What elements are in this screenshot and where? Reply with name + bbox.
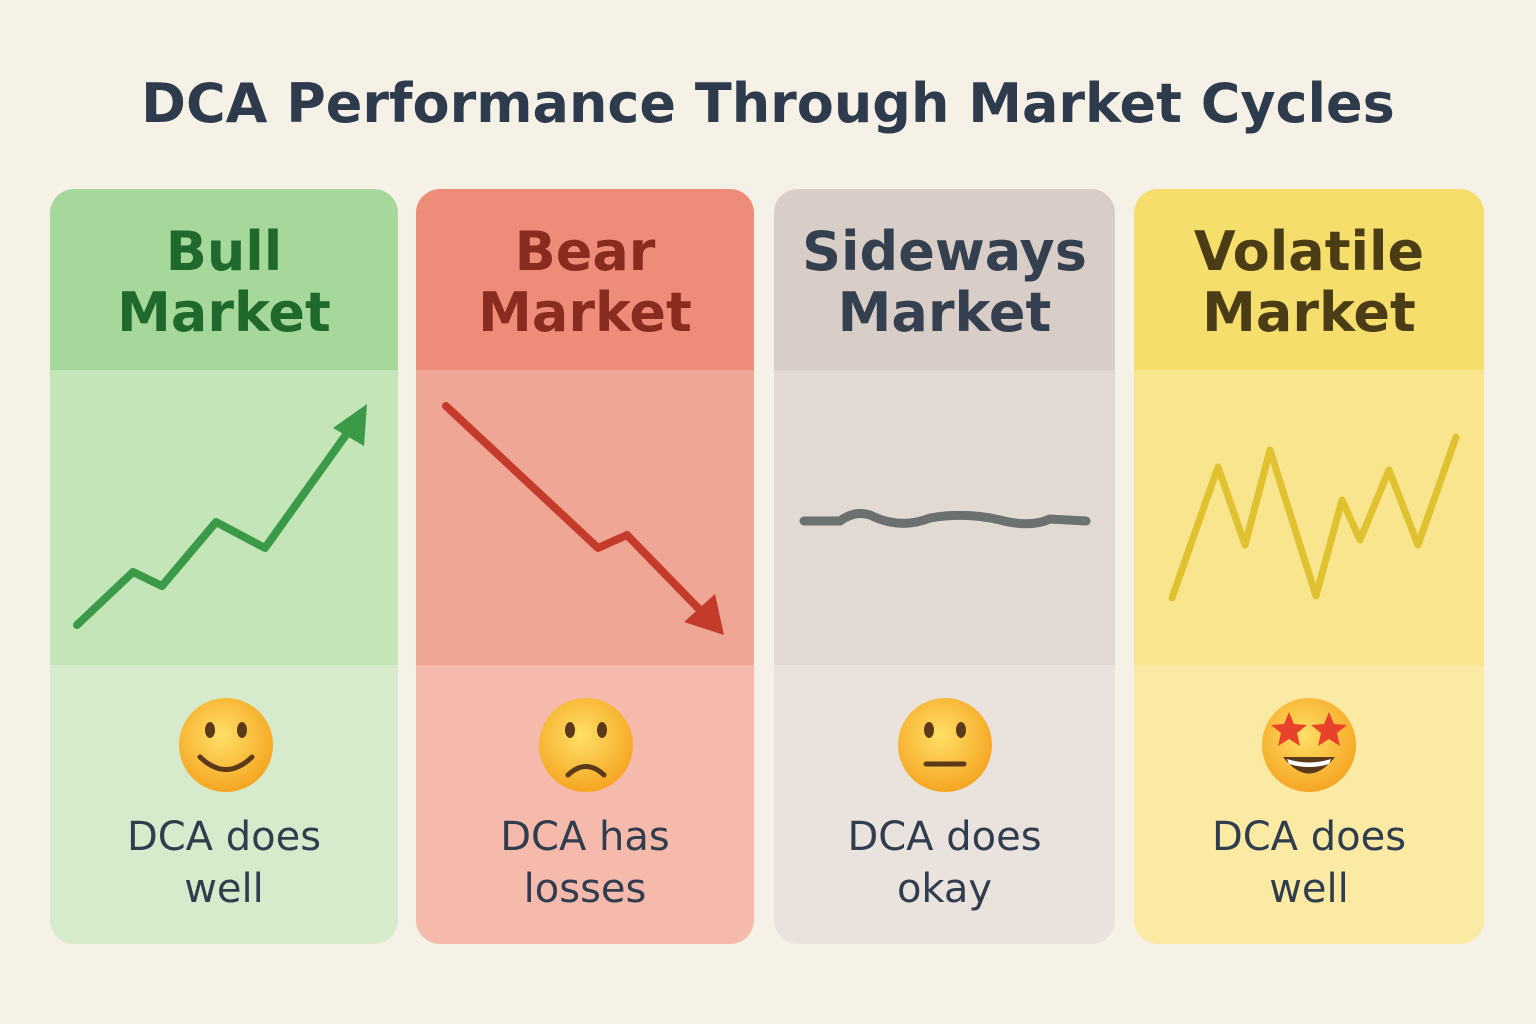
card-footer: DCA has losses [416,665,754,944]
card-title: Market [478,280,692,344]
sideways-card: Sideways Market DCA does okay [774,189,1115,944]
card-caption: DCA does okay [774,811,1115,915]
card-footer: DCA does well [1134,665,1484,944]
card-footer: DCA does well [50,665,398,944]
card-title: Market [1202,280,1416,344]
card-chart [1134,370,1484,665]
card-chart [416,370,754,665]
page-title: DCA Performance Through Market Cycles [141,72,1395,135]
card-title: Market [837,280,1052,344]
bull-card: Bull Market DCA does well [50,189,398,944]
card-header: Volatile Market [1134,189,1484,370]
caption-line: DCA has [500,814,670,860]
card-caption: DCA has losses [416,811,754,915]
bear-card: Bear Market DCA has losses [416,189,754,944]
caption-line: well [1269,866,1349,912]
caption-line: DCA does [847,814,1042,860]
card-chart [774,370,1115,665]
caption-line: well [184,866,264,912]
card-chart [50,370,398,665]
card-title: Bull [165,219,283,283]
card-title: Sideways [802,219,1087,283]
card-header: Sideways Market [774,189,1115,370]
caption-line: DCA does [126,814,322,860]
card-caption: DCA does well [50,811,398,915]
card-footer: DCA does okay [774,665,1115,944]
caption-line: DCA does [1211,814,1407,860]
caption-line: okay [896,866,993,912]
volatile-card: Volatile Market DCA does well [1134,189,1484,944]
caption-line: losses [523,866,647,912]
card-header: Bear Market [416,189,754,370]
card-caption: DCA does well [1134,811,1484,915]
card-title: Bear [514,219,656,283]
card-title: Market [117,280,331,344]
card-title: Volatile [1193,219,1425,283]
card-header: Bull Market [50,189,398,370]
